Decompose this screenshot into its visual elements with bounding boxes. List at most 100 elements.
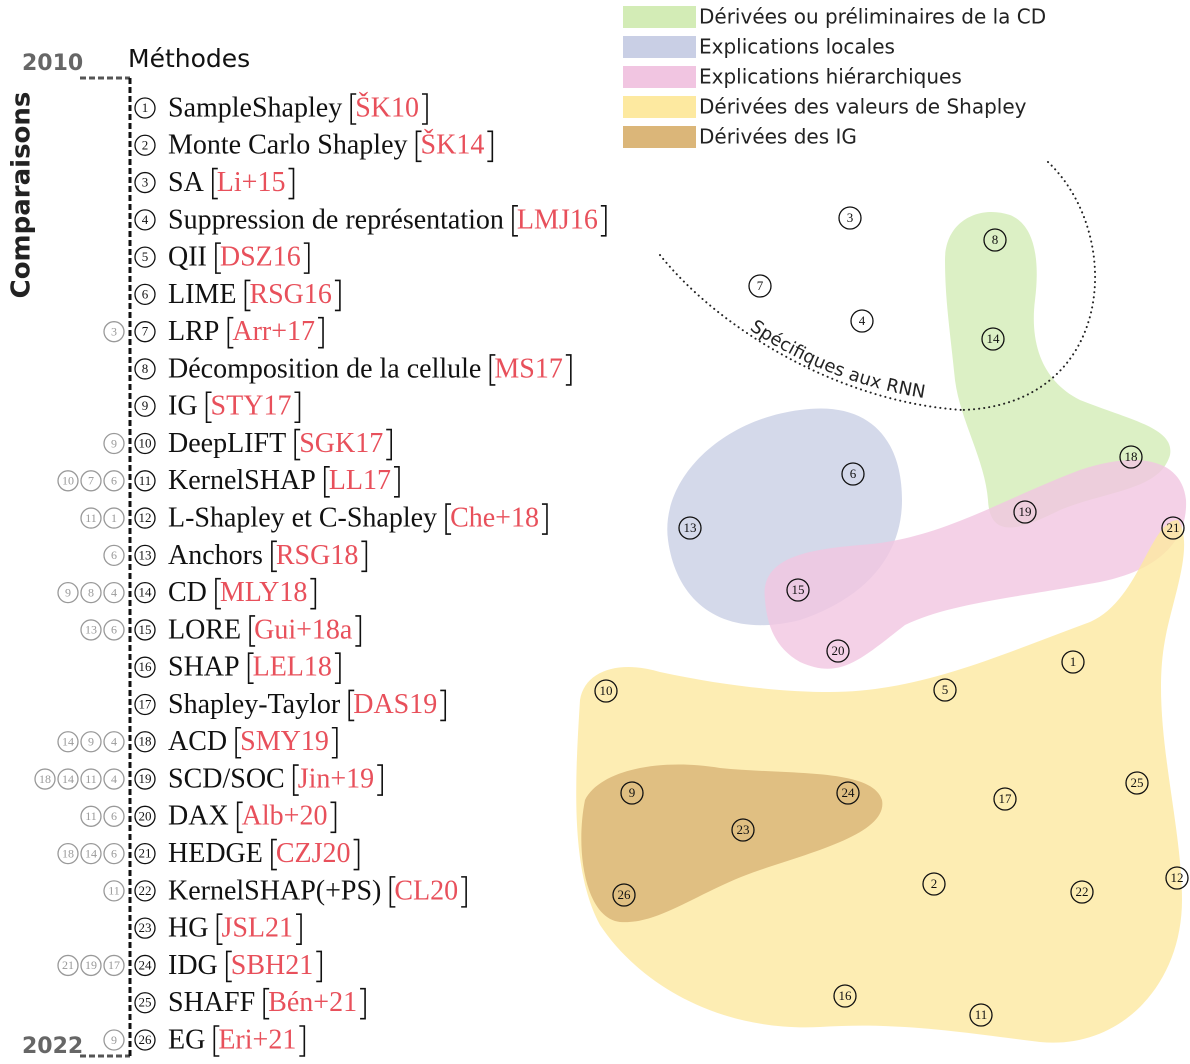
method-name: Suppression de représentation — [168, 204, 504, 235]
method-circle — [134, 97, 156, 119]
bracket — [377, 764, 383, 796]
comparison-circle-number: 11 — [85, 809, 97, 823]
node-number: 24 — [842, 785, 856, 800]
comparison-circle — [103, 619, 125, 641]
bracket — [294, 391, 301, 424]
method-citation: MS17 — [494, 353, 562, 384]
node-number: 16 — [839, 988, 853, 1003]
method-name: HG — [168, 913, 208, 944]
node-number: 17 — [999, 791, 1013, 806]
comparison-circle-number: 4 — [111, 585, 117, 599]
method-name: KernelSHAP(+PS) — [168, 875, 381, 906]
method-circle — [134, 992, 156, 1014]
node-number: 23 — [737, 822, 750, 837]
legend-label: Dérivées ou préliminaires de la CD — [699, 5, 1046, 29]
method-citation: DAS19 — [353, 689, 437, 720]
method-citation: RSG18 — [276, 540, 358, 571]
method-circle-number: 5 — [142, 249, 149, 264]
bracket — [296, 913, 302, 945]
method-citation: LMJ16 — [517, 204, 598, 235]
method-circle — [134, 917, 156, 939]
method-circle-number: 19 — [139, 771, 152, 786]
method-name: Décomposition de la cellule — [168, 353, 481, 384]
comparison-circle-number: 11 — [85, 772, 97, 786]
bracket — [211, 167, 218, 200]
method-circle — [134, 731, 156, 753]
comparison-circle — [103, 842, 125, 865]
comparison-circle — [80, 731, 102, 753]
comparison-circle — [103, 1029, 125, 1051]
node — [678, 516, 702, 540]
list-title: Méthodes — [128, 44, 250, 73]
comparison-circle — [103, 470, 125, 492]
node — [1070, 880, 1094, 904]
bracket — [386, 428, 393, 461]
bracket — [213, 1025, 220, 1057]
comparison-circle-number: 11 — [108, 884, 120, 898]
method-name: LORE — [168, 614, 241, 645]
node-number: 2 — [931, 876, 938, 891]
comparison-circle — [57, 954, 79, 977]
method-circle — [134, 470, 156, 492]
legend-swatch — [623, 36, 696, 58]
bracket — [303, 242, 310, 274]
bracket — [235, 726, 242, 759]
comparison-circle — [57, 842, 79, 865]
comparison-circle-number: 18 — [39, 772, 51, 786]
comparison-circle-number: 13 — [85, 623, 97, 637]
comparison-circle-number: 6 — [111, 548, 117, 562]
method-circle — [134, 134, 156, 156]
bracket — [461, 876, 467, 908]
node — [969, 1003, 993, 1027]
bracket — [393, 466, 400, 498]
node-number: 13 — [684, 520, 697, 535]
bracket — [236, 801, 243, 834]
node-number: 5 — [942, 682, 949, 697]
method-citation: LEL18 — [253, 652, 332, 683]
method-circle-number: 26 — [139, 1032, 153, 1047]
method-name: Monte Carlo Shapley — [168, 130, 408, 161]
method-circle — [134, 693, 156, 716]
method-name: SA — [168, 167, 205, 198]
method-name: QII — [168, 242, 207, 273]
method-circle-number: 15 — [139, 622, 152, 637]
comparison-circle — [103, 880, 125, 902]
bracket — [487, 130, 494, 163]
node — [836, 781, 860, 805]
bracket — [323, 466, 330, 498]
method-circle — [134, 246, 156, 268]
method-circle — [134, 544, 156, 567]
method-citation: Eri+21 — [218, 1024, 296, 1055]
method-citation: SBH21 — [231, 950, 313, 981]
node — [1161, 516, 1185, 540]
method-citation: MLY18 — [220, 577, 307, 608]
method-citation: Bén+21 — [268, 987, 357, 1018]
comparison-circle-number: 1 — [111, 511, 117, 525]
method-name: DeepLIFT — [168, 428, 286, 459]
bracket — [244, 279, 251, 312]
method-circle — [134, 283, 156, 306]
comparison-circle — [80, 768, 102, 790]
node — [850, 309, 874, 333]
comparison-circle-number: 10 — [62, 474, 74, 488]
bracket — [422, 93, 428, 125]
comparison-circle — [103, 581, 125, 604]
comparison-circle-number: 9 — [88, 735, 94, 749]
method-name: IG — [168, 391, 198, 422]
node — [826, 639, 850, 663]
region — [945, 212, 1171, 528]
comparison-circle-number: 18 — [62, 846, 74, 860]
comparison-circle — [80, 954, 102, 977]
comparison-circle — [57, 731, 79, 753]
bracket — [331, 726, 338, 759]
node-number: 18 — [1125, 449, 1138, 464]
method-circle-number: 20 — [139, 808, 152, 823]
method-name: LRP — [168, 316, 219, 347]
method-circle-number: 24 — [139, 957, 153, 972]
bracket — [263, 987, 270, 1020]
legend-swatch — [623, 6, 696, 28]
method-circle — [134, 432, 156, 455]
bracket — [271, 838, 277, 871]
